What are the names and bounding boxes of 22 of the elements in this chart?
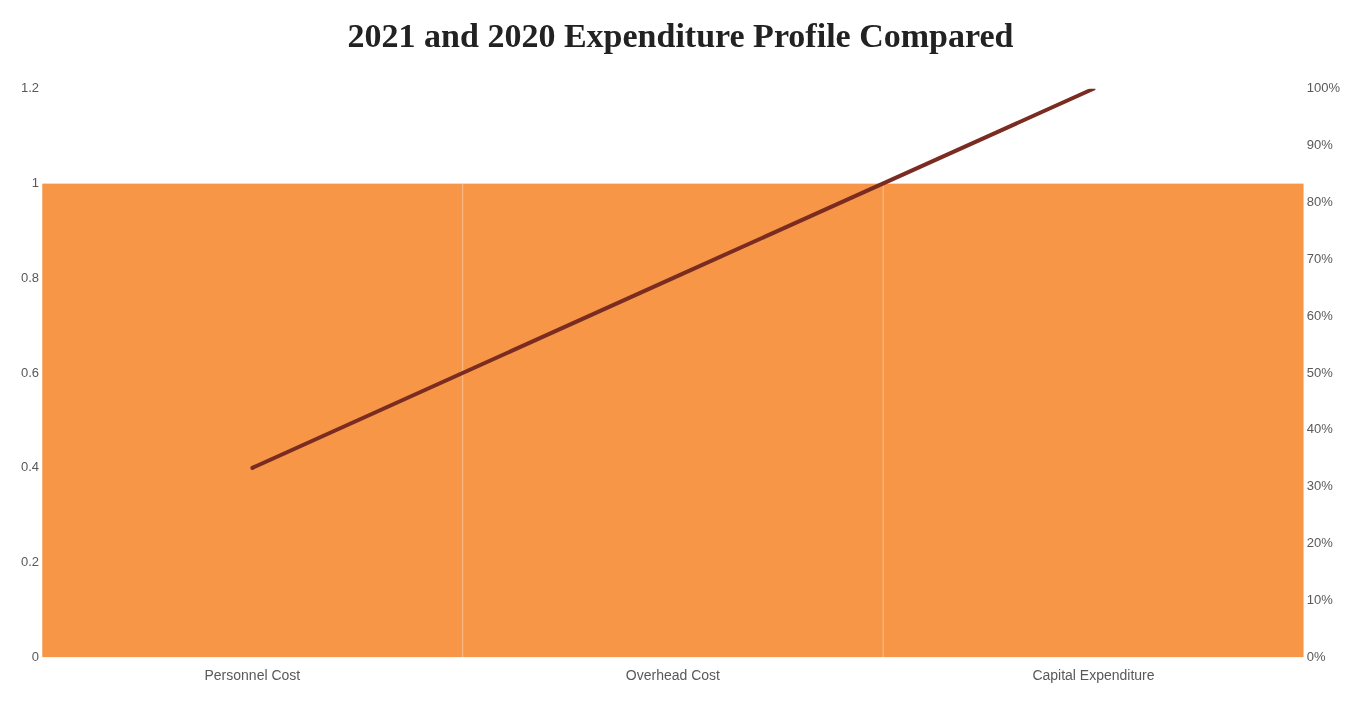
y2-tick-label: 70% [1306, 250, 1334, 266]
y2-tick-label: 50% [1306, 364, 1334, 380]
y2-tick-label: 0% [1306, 648, 1326, 664]
y-tick-label: 0.4 [20, 459, 40, 475]
y2-tick-label: 10% [1306, 591, 1334, 607]
y-tick-label: 0.6 [20, 364, 40, 380]
y2-tick-label: 60% [1306, 307, 1334, 323]
x-tick-label: Personnel Cost [204, 667, 301, 684]
y2-tick-label: 90% [1306, 137, 1334, 153]
y-tick-label: 0.2 [20, 554, 40, 570]
y2-tick-label: 40% [1306, 421, 1334, 437]
y-tick-label: 0 [31, 648, 40, 664]
x-tick-label: Overhead Cost [625, 667, 721, 684]
y2-tick-label: 100% [1306, 80, 1341, 96]
x-tick-label: Capital Expenditure [1032, 667, 1155, 684]
y2-tick-label: 80% [1306, 194, 1334, 210]
y2-tick-label: 30% [1306, 478, 1334, 494]
y2-tick-label: 20% [1306, 535, 1334, 551]
y-tick-label: 0.8 [20, 269, 40, 285]
y-tick-label: 1 [31, 175, 40, 191]
y-tick-label: 1.2 [20, 80, 40, 96]
chart-title: 2021 and 2020 Expenditure Profile Compared [347, 17, 1014, 55]
